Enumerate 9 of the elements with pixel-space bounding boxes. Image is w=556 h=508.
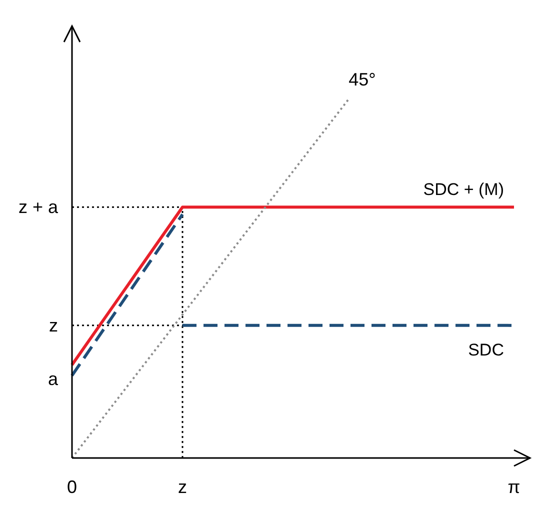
series-label: SDC + (M) [423,180,504,200]
x-tick-label: π [508,476,520,497]
annotation: a [48,369,59,390]
x-tick-label: z [178,476,187,497]
ref-line-label: z + a [18,197,59,218]
series-label: SDC [468,340,504,360]
ref-line-label: z [49,315,58,336]
x-tick-label: 0 [66,476,78,497]
text: 45° [348,70,376,90]
